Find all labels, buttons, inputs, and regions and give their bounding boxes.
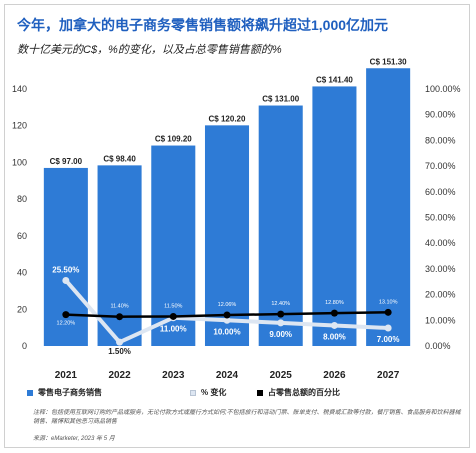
y-right-tick-label: 0.00% (425, 341, 451, 351)
x-tick-label: 2023 (162, 370, 185, 381)
y-right-tick-label: 10.00% (425, 315, 456, 325)
legend-item-share: 占零售总额的百分比 (257, 387, 340, 398)
y-right-tick-label: 20.00% (425, 290, 456, 300)
pct-change-point (330, 321, 338, 329)
combo-chart: C$ 97.00 C$ 98.40 C$ 109.20 C$ 120.20 C$ 131… (12, 57, 461, 381)
share-point (116, 313, 124, 321)
pct-change-label: 7.00% (377, 335, 400, 344)
bar-2021 (43, 167, 88, 346)
pct-change-label: 11.00% (160, 325, 187, 334)
y-left-tick-label: 20 (17, 304, 27, 314)
pct-change-point (384, 324, 392, 332)
bar-value-label: C$ 98.40 (103, 154, 136, 163)
share-point (223, 311, 231, 319)
y-right-tick-label: 100.00% (425, 84, 461, 94)
share-label: 11.50% (164, 303, 182, 309)
legend-item-change: % 变化 (190, 387, 226, 398)
y-left-tick-label: 80 (17, 194, 27, 204)
share-point (384, 308, 392, 316)
y-left-tick-label: 100 (12, 157, 27, 167)
legend-swatch-change (190, 389, 196, 396)
y-left-tick-label: 120 (12, 121, 27, 131)
bar-2025 (258, 105, 303, 347)
legend-label-change: % 变化 (201, 388, 227, 397)
pct-change-label: 8.00% (323, 332, 346, 341)
footnote: 注释：包括使用互联网订购的产品或服务，无论付款方式或履行方式如何;不包括旅行和活… (33, 410, 461, 425)
chart-subtitle: 数十亿美元的C$，%的变化，以及占总零售销售额的% (17, 44, 282, 56)
chart-card: 今年，加拿大的电子商务零售销售额将飙升超过1,000亿加元 数十亿美元的C$，%… (4, 4, 470, 448)
y-left-tick-label: 0 (22, 341, 27, 351)
pct-change-point (116, 338, 124, 346)
x-tick-label: 2024 (216, 370, 239, 381)
chart-title: 今年，加拿大的电子商务零售销售额将飙升超过1,000亿加元 (17, 17, 389, 33)
x-tick-label: 2022 (108, 370, 131, 381)
y-right-tick-label: 90.00% (425, 110, 456, 120)
y-left-tick-label: 60 (17, 231, 27, 241)
y-left-tick-label: 40 (17, 268, 27, 278)
source-note: 来源：eMarketer, 2023 年 5 月 (33, 436, 115, 442)
bar-value-label: C$ 141.40 (316, 75, 353, 84)
y-right-tick-label: 80.00% (425, 135, 456, 145)
pct-change-label: 9.00% (269, 330, 292, 339)
bar-value-label: C$ 109.20 (155, 135, 192, 144)
share-point (62, 311, 70, 319)
x-tick-label: 2021 (55, 370, 78, 381)
bar-2023 (151, 145, 196, 346)
x-tick-label: 2027 (377, 370, 400, 381)
share-label: 12.20% (57, 321, 76, 327)
legend-item-sales: 零售电子商务销售 (27, 387, 102, 398)
legend-swatch-share (257, 389, 263, 396)
y-right-tick-label: 60.00% (425, 187, 456, 197)
y-right-tick-label: 30.00% (425, 264, 456, 274)
y-left-tick-label: 140 (12, 84, 27, 94)
bar-2027 (366, 68, 411, 347)
share-label: 11.40% (110, 304, 128, 310)
pct-change-point (62, 276, 70, 284)
pct-change-label: 25.50% (52, 265, 79, 274)
share-point (169, 312, 177, 320)
share-label: 12.06% (218, 302, 237, 308)
share-point (330, 309, 338, 317)
x-tick-label: 2026 (323, 370, 346, 381)
bar-value-label: C$ 120.20 (209, 114, 246, 123)
y-right-tick-label: 70.00% (425, 161, 456, 171)
pct-change-point (277, 319, 285, 327)
bar-2024 (204, 125, 250, 347)
share-label: 13.10% (379, 299, 398, 305)
bar-2026 (312, 86, 357, 347)
pct-change-point (223, 316, 231, 324)
share-label: 12.80% (325, 300, 344, 306)
share-point (277, 310, 285, 318)
y-right-tick-label: 50.00% (425, 213, 456, 223)
y-right-tick-label: 40.00% (425, 238, 456, 248)
bar-value-label: C$ 151.30 (370, 57, 407, 66)
pct-change-label: 1.50% (108, 347, 131, 356)
legend-label-share: 占零售总额的百分比 (268, 388, 340, 397)
x-tick-label: 2025 (270, 370, 293, 381)
legend-swatch-sales (27, 389, 33, 396)
bar-value-label: C$ 97.00 (50, 157, 83, 166)
share-label: 12.40% (271, 301, 290, 307)
pct-change-label: 10.00% (213, 327, 240, 336)
legend-label-sales: 零售电子商务销售 (38, 388, 102, 397)
bar-value-label: C$ 131.00 (262, 95, 299, 104)
